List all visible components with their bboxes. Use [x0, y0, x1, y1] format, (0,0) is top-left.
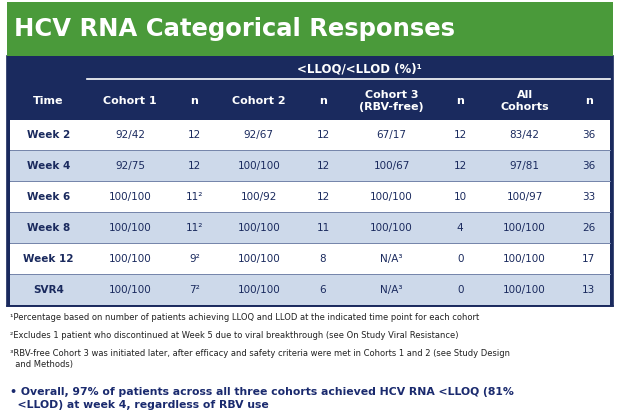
Text: 67/17: 67/17 — [376, 130, 407, 140]
Text: 92/75: 92/75 — [115, 161, 145, 171]
Text: 36: 36 — [582, 161, 595, 171]
Text: Week 6: Week 6 — [27, 192, 70, 202]
Text: N/A³: N/A³ — [381, 285, 403, 296]
Text: ²Excludes 1 patient who discontinued at Week 5 due to viral breakthrough (see On: ²Excludes 1 patient who discontinued at … — [10, 331, 458, 340]
Text: 12: 12 — [316, 161, 330, 171]
Text: 33: 33 — [582, 192, 595, 202]
Text: 100/100: 100/100 — [108, 223, 151, 233]
Text: n: n — [585, 96, 593, 106]
Text: 12: 12 — [188, 161, 201, 171]
Text: 9²: 9² — [189, 254, 200, 264]
Text: 36: 36 — [582, 130, 595, 140]
Text: n: n — [319, 96, 327, 106]
Text: 100/100: 100/100 — [503, 223, 546, 233]
Text: 83/42: 83/42 — [510, 130, 539, 140]
Text: • Overall, 97% of patients across all three cohorts achieved HCV RNA <LLOQ (81%
: • Overall, 97% of patients across all th… — [10, 387, 514, 410]
Text: Week 2: Week 2 — [27, 130, 70, 140]
Text: 8: 8 — [320, 254, 326, 264]
Text: 100/100: 100/100 — [503, 254, 546, 264]
Text: 0: 0 — [457, 285, 464, 296]
Text: Cohort 3
(RBV-free): Cohort 3 (RBV-free) — [360, 90, 424, 112]
Text: 0: 0 — [457, 254, 464, 264]
Text: 12: 12 — [316, 192, 330, 202]
Text: N/A³: N/A³ — [381, 254, 403, 264]
Text: 11: 11 — [316, 223, 330, 233]
Text: 92/67: 92/67 — [244, 130, 274, 140]
Text: 4: 4 — [457, 223, 464, 233]
Text: 100/100: 100/100 — [108, 192, 151, 202]
Text: HCV RNA Categorical Responses: HCV RNA Categorical Responses — [14, 17, 454, 41]
Text: 100/100: 100/100 — [503, 285, 546, 296]
Text: All
Cohorts: All Cohorts — [500, 90, 549, 112]
Text: 100/100: 100/100 — [237, 285, 280, 296]
Text: 6: 6 — [320, 285, 326, 296]
Text: 11²: 11² — [186, 223, 203, 233]
Text: 26: 26 — [582, 223, 595, 233]
Text: n: n — [190, 96, 198, 106]
Text: 100/100: 100/100 — [370, 192, 413, 202]
Text: 17: 17 — [582, 254, 595, 264]
Text: 100/100: 100/100 — [108, 285, 151, 296]
Text: ³RBV-free Cohort 3 was initiated later, after efficacy and safety criteria were : ³RBV-free Cohort 3 was initiated later, … — [10, 349, 510, 369]
Text: <LLOQ/<LLOD (%)¹: <LLOQ/<LLOD (%)¹ — [297, 63, 422, 76]
Text: 97/81: 97/81 — [510, 161, 539, 171]
Text: 12: 12 — [188, 130, 201, 140]
Text: n: n — [456, 96, 464, 106]
Text: 92/42: 92/42 — [115, 130, 145, 140]
Text: SVR4: SVR4 — [33, 285, 64, 296]
Text: 12: 12 — [316, 130, 330, 140]
Text: 100/92: 100/92 — [241, 192, 277, 202]
Text: Cohort 2: Cohort 2 — [232, 96, 286, 106]
Text: 12: 12 — [454, 161, 467, 171]
Text: 10: 10 — [454, 192, 467, 202]
Text: 100/97: 100/97 — [507, 192, 542, 202]
Text: 100/100: 100/100 — [108, 254, 151, 264]
Text: 7²: 7² — [189, 285, 200, 296]
Text: 100/100: 100/100 — [370, 223, 413, 233]
Text: 13: 13 — [582, 285, 595, 296]
Text: ¹Percentage based on number of patients achieving LLOQ and LLOD at the indicated: ¹Percentage based on number of patients … — [10, 314, 479, 323]
Text: Time: Time — [33, 96, 64, 106]
Text: 100/100: 100/100 — [237, 223, 280, 233]
Text: 100/67: 100/67 — [373, 161, 410, 171]
Text: 12: 12 — [454, 130, 467, 140]
Text: 100/100: 100/100 — [237, 161, 280, 171]
Text: Week 4: Week 4 — [27, 161, 70, 171]
Text: 11²: 11² — [186, 192, 203, 202]
Text: Week 12: Week 12 — [23, 254, 74, 264]
Text: Cohort 1: Cohort 1 — [104, 96, 157, 106]
Text: 100/100: 100/100 — [237, 254, 280, 264]
Text: Week 8: Week 8 — [27, 223, 70, 233]
